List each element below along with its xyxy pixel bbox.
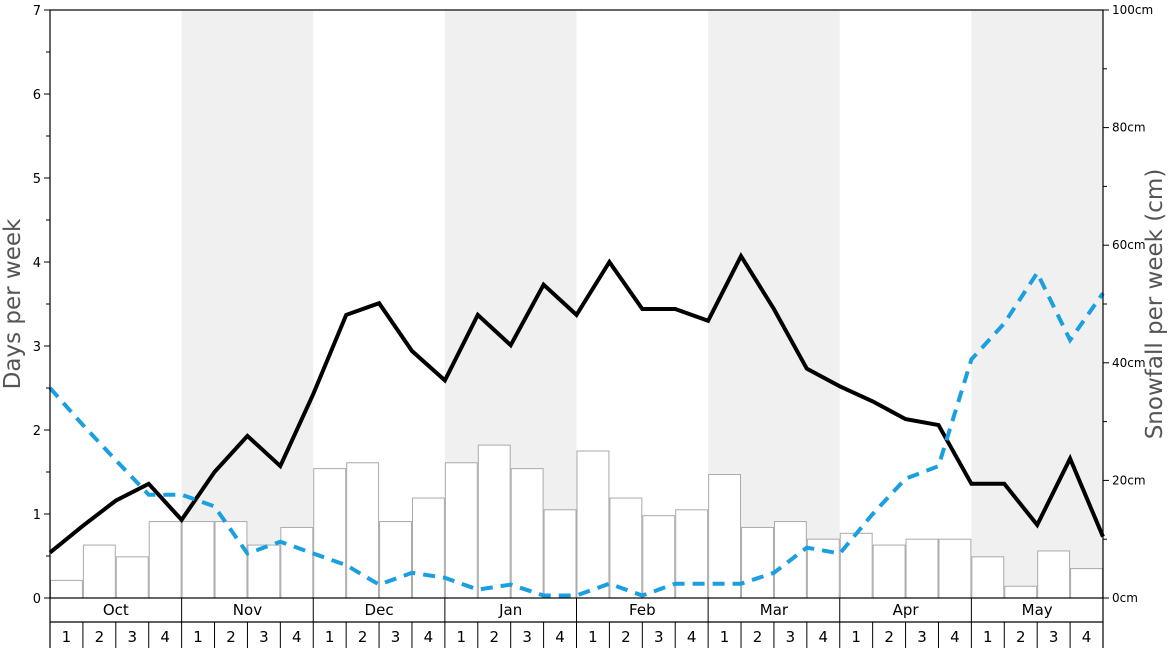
left-tick-label: 6: [33, 88, 41, 103]
snowfall-bar: [313, 468, 347, 599]
snowfall-bar: [280, 526, 314, 599]
left-tick-label: 5: [33, 172, 41, 187]
month-label: May: [1022, 601, 1053, 619]
snowfall-bar: [247, 544, 281, 599]
left-tick-label: 3: [33, 340, 41, 355]
shade-nov: [181, 10, 314, 598]
right-tick-label: 0cm: [1112, 591, 1138, 605]
week-label: 1: [851, 628, 861, 646]
week-label: 4: [160, 628, 170, 646]
left-tick-label: 0: [33, 592, 41, 607]
snowfall-bar: [148, 521, 182, 599]
week-label: 3: [1049, 628, 1059, 646]
snowfall-bar: [642, 515, 676, 599]
snowfall-bar: [50, 579, 83, 599]
month-label: Dec: [365, 601, 394, 619]
snowfall-bar: [379, 521, 412, 599]
month-label: Apr: [893, 601, 920, 619]
left-tick-label: 4: [33, 256, 41, 271]
snowfall-bar: [576, 450, 610, 599]
right-tick-label: 20cm: [1112, 473, 1146, 487]
snowfall-bar: [741, 526, 774, 599]
snowfall-bar: [477, 444, 511, 599]
month-label: Oct: [103, 601, 129, 619]
snowfall-bar: [411, 497, 445, 599]
snowfall-bar: [905, 538, 939, 599]
snowfall-bar: [543, 509, 577, 599]
week-label: 3: [654, 628, 664, 646]
snowfall-bar: [1037, 550, 1071, 599]
month-label: Feb: [629, 601, 656, 619]
week-label: 4: [950, 628, 960, 646]
snowfall-bar: [839, 532, 873, 599]
right-tick-label: 40cm: [1112, 356, 1146, 370]
left-tick-label: 2: [33, 424, 41, 439]
right-tick-label: 100cm: [1112, 3, 1153, 17]
week-label: 3: [786, 628, 796, 646]
left-axis-title: Days per week: [0, 218, 26, 389]
snowfall-bar: [510, 468, 544, 599]
axes: [44, 9, 1109, 648]
week-label: 4: [819, 628, 829, 646]
right-tick-label: 80cm: [1112, 121, 1146, 135]
shade-may: [971, 10, 1103, 598]
week-label: 1: [588, 628, 598, 646]
week-label: 2: [95, 628, 105, 646]
left-tick-label: 7: [33, 4, 41, 19]
axis-labels: 0 1 2 3 4 5 6 7 0cm 20cm 40cm 60cm 80cm 100cm Oct 1 2 3 4 N…: [33, 3, 1153, 646]
week-label: 3: [522, 628, 532, 646]
snow-days-line: [48, 252, 1105, 555]
snowfall-bar: [609, 497, 643, 599]
month-label: Nov: [233, 601, 262, 619]
week-label: 1: [457, 628, 467, 646]
week-label: 4: [555, 628, 565, 646]
week-label: 3: [391, 628, 401, 646]
snowfall-bar: [444, 462, 478, 599]
snowfall-bar: [115, 556, 149, 599]
week-label: 1: [983, 628, 993, 646]
snowfall-bar: [1070, 568, 1103, 599]
right-tick-label: 60cm: [1112, 238, 1146, 252]
snow-depth-line: [48, 268, 1105, 598]
week-label: 4: [1082, 628, 1092, 646]
week-label: 2: [621, 628, 631, 646]
week-label: 2: [884, 628, 894, 646]
right-axis-title: Snowfall per week (cm): [1142, 169, 1168, 440]
snowfall-bar: [1004, 585, 1038, 599]
snowfall-bar: [82, 544, 116, 599]
snowfall-bar: [181, 521, 215, 599]
snowfall-bar: [346, 462, 380, 599]
week-label: 2: [753, 628, 763, 646]
week-label: 1: [193, 628, 203, 646]
month-label: Mar: [760, 601, 789, 619]
week-label: 1: [325, 628, 335, 646]
month-label: Jan: [498, 601, 522, 619]
week-label: 2: [489, 628, 499, 646]
snowfall-bar: [938, 538, 972, 599]
week-label: 2: [226, 628, 236, 646]
week-label: 2: [358, 628, 368, 646]
week-label: 1: [62, 628, 72, 646]
month-shading: [181, 10, 1103, 598]
week-label: 4: [687, 628, 697, 646]
week-label: 3: [127, 628, 137, 646]
week-label: 4: [292, 628, 302, 646]
week-label: 3: [917, 628, 927, 646]
week-label: 3: [259, 628, 269, 646]
snowfall-bar: [971, 556, 1005, 599]
data-lines: [48, 252, 1105, 598]
left-tick-label: 1: [33, 508, 41, 523]
snowfall-bar: [708, 474, 742, 599]
week-label: 4: [424, 628, 434, 646]
week-label: 1: [720, 628, 730, 646]
week-label: 2: [1016, 628, 1026, 646]
snowfall-bar: [872, 544, 906, 599]
